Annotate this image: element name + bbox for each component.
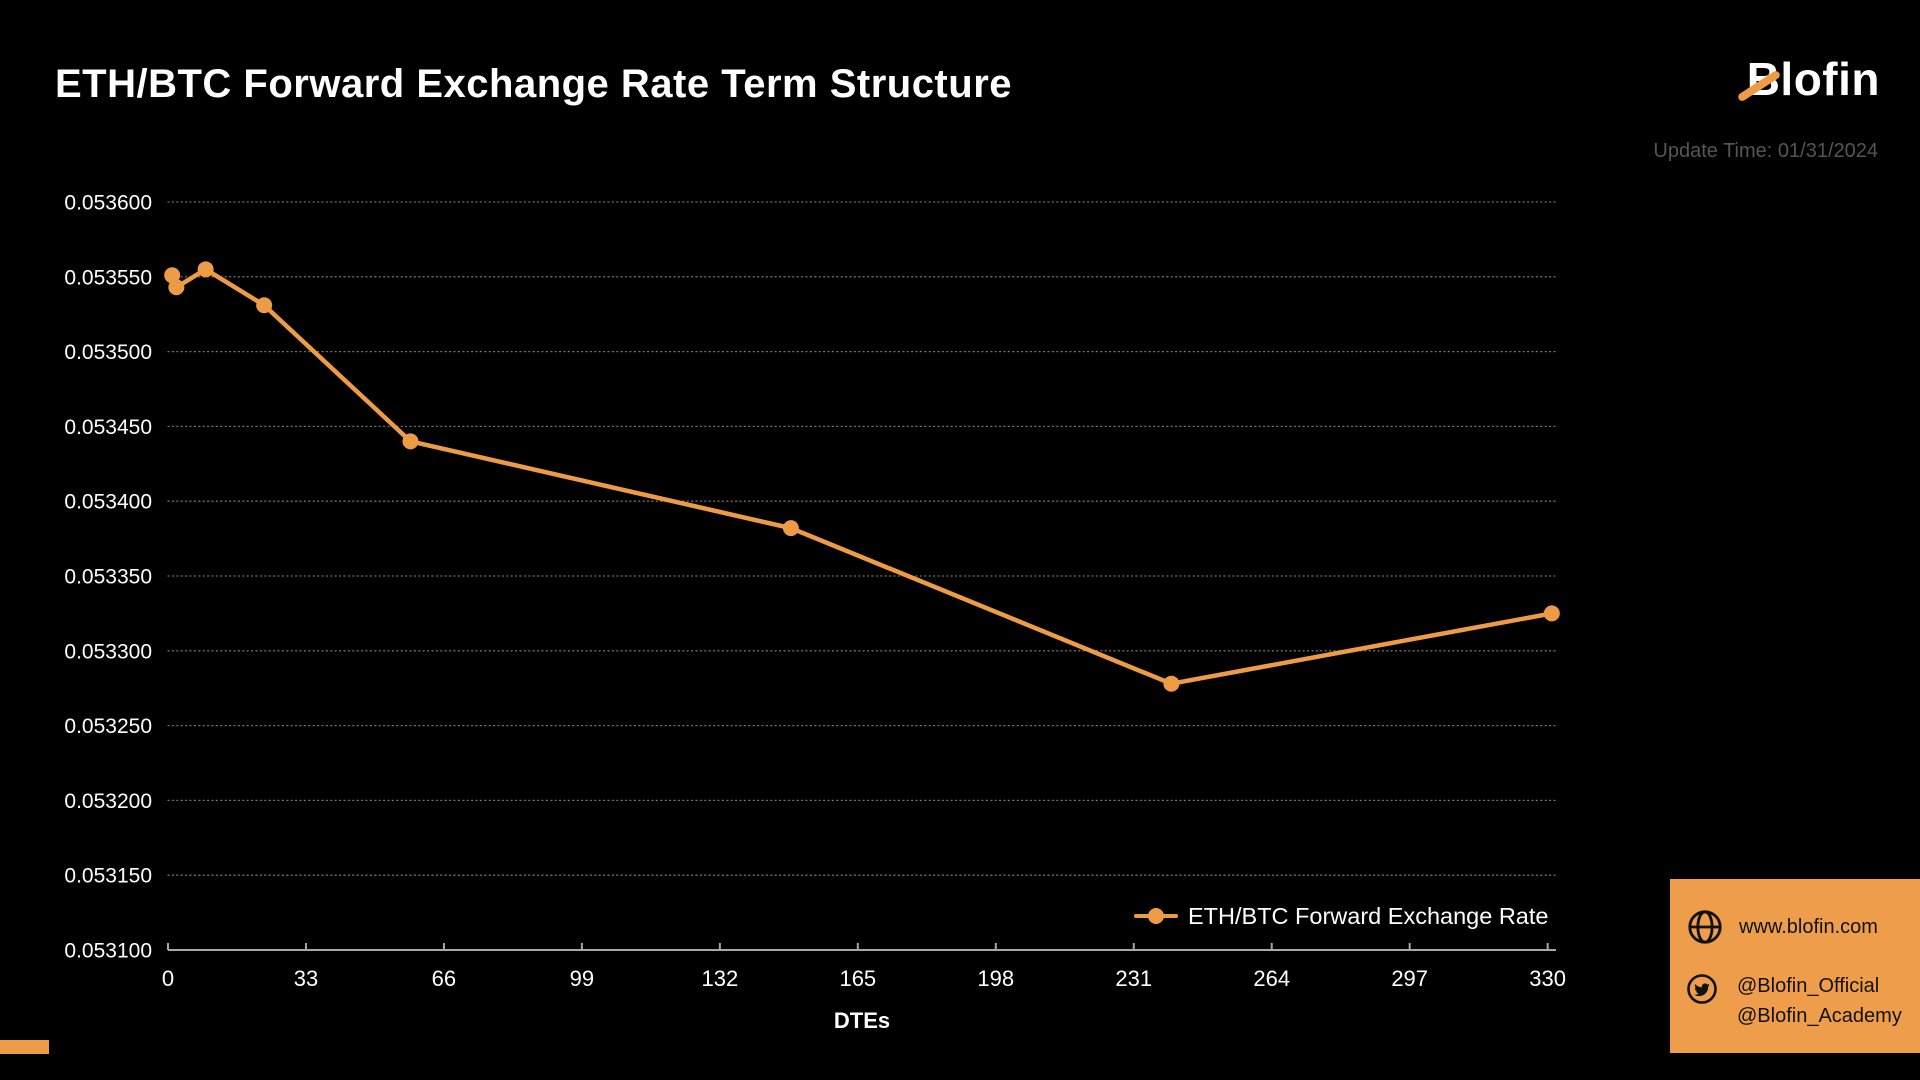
x-tick-label: 198 [977, 966, 1014, 991]
y-tick-label: 0.053350 [64, 566, 152, 589]
series-line [169, 267, 1555, 686]
data-point-marker [197, 261, 214, 278]
twitter-icon [1686, 973, 1718, 1005]
x-tick-label: 99 [570, 966, 594, 991]
update-time-label: Update Time: 01/31/2024 [1653, 140, 1878, 162]
y-tick-label: 0.053400 [64, 491, 152, 514]
x-tick-label: 264 [1253, 966, 1290, 991]
data-point-marker [782, 520, 799, 537]
x-tick-label: 297 [1391, 966, 1428, 991]
x-tick-label: 330 [1529, 966, 1566, 991]
twitter-handle-academy[interactable]: @Blofin_Academy [1737, 1005, 1902, 1027]
data-point-marker [402, 433, 419, 450]
data-point-marker [256, 297, 273, 314]
y-tick-label: 0.053550 [64, 266, 152, 289]
data-point-marker [1543, 605, 1560, 622]
page-title: ETH/BTC Forward Exchange Rate Term Struc… [55, 62, 1012, 106]
x-tick-label: 66 [432, 966, 456, 991]
y-tick-label: 0.053100 [64, 940, 152, 963]
y-tick-label: 0.053250 [64, 715, 152, 738]
data-point-marker [1163, 675, 1180, 692]
y-tick-label: 0.053300 [64, 640, 152, 663]
twitter-handle-official[interactable]: @Blofin_Official [1737, 975, 1880, 997]
x-axis-title: DTEs [834, 1008, 890, 1033]
y-tick-label: 0.053150 [64, 865, 152, 888]
blofin-logo: Blofin [1736, 52, 1880, 108]
x-tick-label: 165 [839, 966, 876, 991]
x-tick-label: 132 [701, 966, 738, 991]
x-tick-label: 231 [1115, 966, 1152, 991]
legend-label: ETH/BTC Forward Exchange Rate [1188, 903, 1548, 929]
website-link[interactable]: www.blofin.com [1739, 915, 1878, 938]
y-tick-label: 0.053500 [64, 341, 152, 364]
accent-bar [0, 1040, 49, 1054]
globe-icon [1686, 908, 1724, 946]
y-tick-label: 0.053450 [64, 416, 152, 439]
legend-marker-icon [1148, 908, 1164, 924]
data-point-marker [168, 279, 185, 296]
y-tick-label: 0.053200 [64, 790, 152, 813]
social-links-card: www.blofin.com @Blofin_Official @Blofin_… [1670, 879, 1920, 1053]
x-tick-label: 0 [162, 966, 174, 991]
x-tick-label: 33 [294, 966, 318, 991]
y-tick-label: 0.053600 [64, 192, 152, 215]
